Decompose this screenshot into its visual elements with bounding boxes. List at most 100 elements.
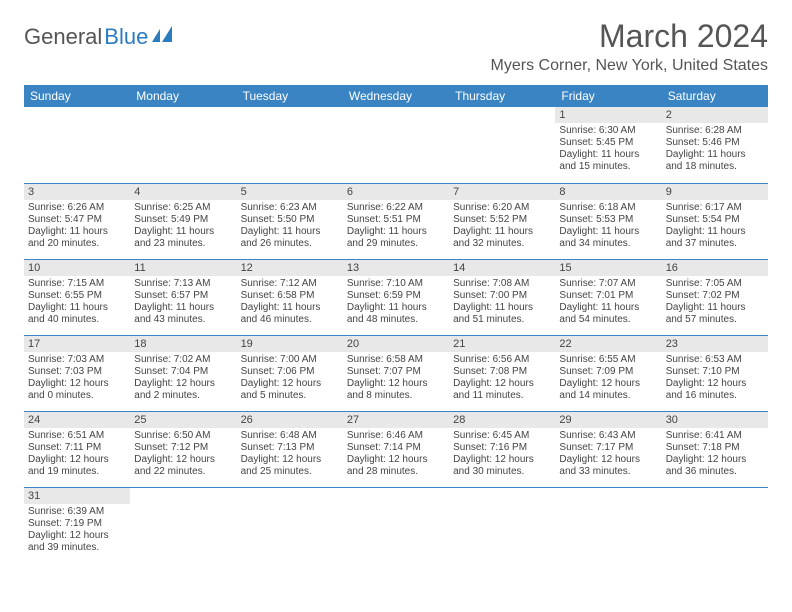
daylight-line: Daylight: 12 hours and 8 minutes. [347, 378, 445, 402]
sunset-line: Sunset: 7:18 PM [666, 442, 764, 454]
day-number: 23 [662, 336, 768, 352]
sunset-line: Sunset: 5:50 PM [241, 214, 339, 226]
day-details: Sunrise: 6:17 AMSunset: 5:54 PMDaylight:… [662, 200, 768, 252]
sunrise-line: Sunrise: 7:00 AM [241, 354, 339, 366]
sunset-line: Sunset: 5:52 PM [453, 214, 551, 226]
calendar-cell: 18Sunrise: 7:02 AMSunset: 7:04 PMDayligh… [130, 335, 236, 411]
weekday-header: Thursday [449, 85, 555, 107]
calendar-cell: 11Sunrise: 7:13 AMSunset: 6:57 PMDayligh… [130, 259, 236, 335]
sunrise-line: Sunrise: 7:05 AM [666, 278, 764, 290]
day-details: Sunrise: 6:23 AMSunset: 5:50 PMDaylight:… [237, 200, 343, 252]
day-details: Sunrise: 6:50 AMSunset: 7:12 PMDaylight:… [130, 428, 236, 480]
calendar-cell: 13Sunrise: 7:10 AMSunset: 6:59 PMDayligh… [343, 259, 449, 335]
sunrise-line: Sunrise: 6:28 AM [666, 125, 764, 137]
header: GeneralBlue March 2024 Myers Corner, New… [0, 0, 792, 79]
day-number: 24 [24, 412, 130, 428]
calendar-cell: 20Sunrise: 6:58 AMSunset: 7:07 PMDayligh… [343, 335, 449, 411]
sunset-line: Sunset: 7:09 PM [559, 366, 657, 378]
sunrise-line: Sunrise: 6:58 AM [347, 354, 445, 366]
day-number: 20 [343, 336, 449, 352]
sunrise-line: Sunrise: 7:08 AM [453, 278, 551, 290]
daylight-line: Daylight: 12 hours and 14 minutes. [559, 378, 657, 402]
sunset-line: Sunset: 7:04 PM [134, 366, 232, 378]
daylight-line: Daylight: 12 hours and 33 minutes. [559, 454, 657, 478]
calendar-cell-empty [237, 487, 343, 563]
calendar-cell: 4Sunrise: 6:25 AMSunset: 5:49 PMDaylight… [130, 183, 236, 259]
day-number: 3 [24, 184, 130, 200]
sunset-line: Sunset: 7:19 PM [28, 518, 126, 530]
sunset-line: Sunset: 7:17 PM [559, 442, 657, 454]
daylight-line: Daylight: 12 hours and 30 minutes. [453, 454, 551, 478]
sunrise-line: Sunrise: 7:13 AM [134, 278, 232, 290]
daylight-line: Daylight: 12 hours and 25 minutes. [241, 454, 339, 478]
daylight-line: Daylight: 11 hours and 29 minutes. [347, 226, 445, 250]
sunset-line: Sunset: 5:46 PM [666, 137, 764, 149]
daylight-line: Daylight: 12 hours and 5 minutes. [241, 378, 339, 402]
sunrise-line: Sunrise: 6:22 AM [347, 202, 445, 214]
sunrise-line: Sunrise: 6:30 AM [559, 125, 657, 137]
day-details: Sunrise: 6:53 AMSunset: 7:10 PMDaylight:… [662, 352, 768, 404]
sunrise-line: Sunrise: 6:46 AM [347, 430, 445, 442]
sunrise-line: Sunrise: 6:26 AM [28, 202, 126, 214]
day-details: Sunrise: 6:41 AMSunset: 7:18 PMDaylight:… [662, 428, 768, 480]
daylight-line: Daylight: 11 hours and 48 minutes. [347, 302, 445, 326]
calendar-row: 24Sunrise: 6:51 AMSunset: 7:11 PMDayligh… [24, 411, 768, 487]
calendar-cell: 28Sunrise: 6:45 AMSunset: 7:16 PMDayligh… [449, 411, 555, 487]
brand-logo: GeneralBlue [24, 24, 178, 50]
sunset-line: Sunset: 7:13 PM [241, 442, 339, 454]
calendar-cell: 12Sunrise: 7:12 AMSunset: 6:58 PMDayligh… [237, 259, 343, 335]
sunrise-line: Sunrise: 6:55 AM [559, 354, 657, 366]
sunset-line: Sunset: 7:14 PM [347, 442, 445, 454]
sunset-line: Sunset: 6:58 PM [241, 290, 339, 302]
day-details: Sunrise: 6:58 AMSunset: 7:07 PMDaylight:… [343, 352, 449, 404]
sunrise-line: Sunrise: 6:20 AM [453, 202, 551, 214]
day-number: 30 [662, 412, 768, 428]
calendar-cell: 15Sunrise: 7:07 AMSunset: 7:01 PMDayligh… [555, 259, 661, 335]
day-number: 19 [237, 336, 343, 352]
day-number: 16 [662, 260, 768, 276]
calendar-cell-empty [130, 487, 236, 563]
sunset-line: Sunset: 7:07 PM [347, 366, 445, 378]
sunrise-line: Sunrise: 6:39 AM [28, 506, 126, 518]
calendar-cell: 2 Sunrise: 6:28 AMSunset: 5:46 PMDaylight… [662, 107, 768, 183]
day-number: 9 [662, 184, 768, 200]
sunset-line: Sunset: 5:49 PM [134, 214, 232, 226]
day-details: Sunrise: 7:07 AMSunset: 7:01 PMDaylight:… [555, 276, 661, 328]
calendar-cell: 5Sunrise: 6:23 AMSunset: 5:50 PMDaylight… [237, 183, 343, 259]
daylight-line: Daylight: 12 hours and 19 minutes. [28, 454, 126, 478]
daylight-line: Daylight: 11 hours and 20 minutes. [28, 226, 126, 250]
sunset-line: Sunset: 7:00 PM [453, 290, 551, 302]
day-details: Sunrise: 7:02 AMSunset: 7:04 PMDaylight:… [130, 352, 236, 404]
sunrise-line: Sunrise: 6:17 AM [666, 202, 764, 214]
daylight-line: Daylight: 11 hours and 46 minutes. [241, 302, 339, 326]
daylight-line: Daylight: 11 hours and 51 minutes. [453, 302, 551, 326]
day-details: Sunrise: 6:56 AMSunset: 7:08 PMDaylight:… [449, 352, 555, 404]
calendar-cell: 19Sunrise: 7:00 AMSunset: 7:06 PMDayligh… [237, 335, 343, 411]
calendar-cell: 30Sunrise: 6:41 AMSunset: 7:18 PMDayligh… [662, 411, 768, 487]
day-number: 2 [662, 107, 768, 123]
sunrise-line: Sunrise: 6:51 AM [28, 430, 126, 442]
day-number: 10 [24, 260, 130, 276]
calendar-cell-empty [24, 107, 130, 183]
sunset-line: Sunset: 7:16 PM [453, 442, 551, 454]
sunrise-line: Sunrise: 6:56 AM [453, 354, 551, 366]
sunset-line: Sunset: 6:59 PM [347, 290, 445, 302]
day-number: 17 [24, 336, 130, 352]
sunset-line: Sunset: 5:54 PM [666, 214, 764, 226]
day-details: Sunrise: 6:46 AMSunset: 7:14 PMDaylight:… [343, 428, 449, 480]
calendar-cell: 6Sunrise: 6:22 AMSunset: 5:51 PMDaylight… [343, 183, 449, 259]
calendar-cell-empty [449, 487, 555, 563]
sunset-line: Sunset: 6:57 PM [134, 290, 232, 302]
daylight-line: Daylight: 12 hours and 16 minutes. [666, 378, 764, 402]
daylight-line: Daylight: 11 hours and 54 minutes. [559, 302, 657, 326]
month-title: March 2024 [491, 18, 768, 55]
day-number: 31 [24, 488, 130, 504]
day-details: Sunrise: 7:05 AMSunset: 7:02 PMDaylight:… [662, 276, 768, 328]
sunset-line: Sunset: 5:51 PM [347, 214, 445, 226]
sunset-line: Sunset: 7:02 PM [666, 290, 764, 302]
brand-part1: General [24, 24, 102, 50]
calendar-cell-empty [449, 107, 555, 183]
day-details: Sunrise: 6:43 AMSunset: 7:17 PMDaylight:… [555, 428, 661, 480]
daylight-line: Daylight: 11 hours and 18 minutes. [666, 149, 764, 173]
calendar-cell-empty [237, 107, 343, 183]
